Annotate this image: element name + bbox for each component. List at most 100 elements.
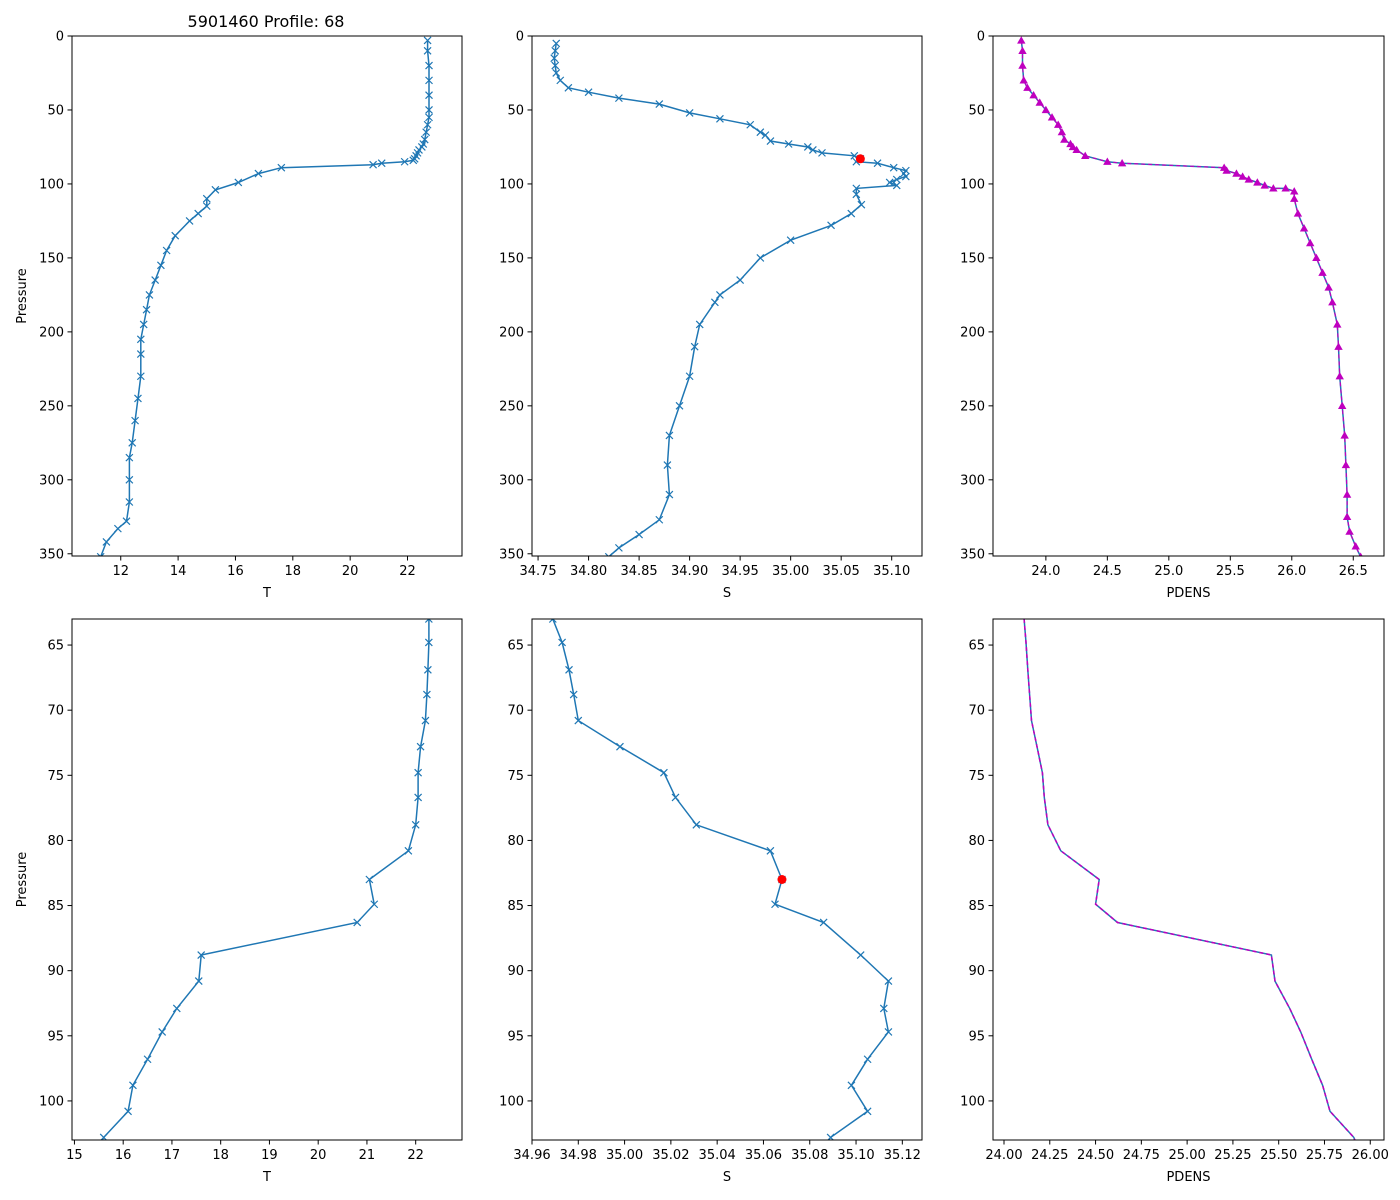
data-point-marker <box>131 416 140 425</box>
data-point-marker <box>671 793 680 802</box>
x-tick-label: 35.04 <box>699 1148 736 1163</box>
data-point-marker <box>422 690 431 699</box>
data-point-marker <box>1312 253 1321 262</box>
data-point-marker <box>892 181 901 190</box>
data-point-marker <box>584 88 593 97</box>
x-axis-label: PDENS <box>1166 586 1210 601</box>
x-tick-label: 25.00 <box>1169 1148 1206 1163</box>
data-point-marker <box>756 128 765 137</box>
data-point-marker <box>414 793 423 802</box>
x-tick-label: 24.25 <box>1031 1148 1068 1163</box>
data-point-marker <box>134 394 142 403</box>
y-axis-label: Pressure <box>15 268 30 324</box>
x-tick-label: 22 <box>399 564 416 579</box>
x-tick-label: 18 <box>212 1148 229 1163</box>
series-group <box>96 36 433 556</box>
y-tick-label: 95 <box>968 1029 985 1044</box>
data-point-marker <box>818 148 826 157</box>
data-point-marker <box>400 157 409 166</box>
data-point-marker <box>819 918 828 927</box>
x-tick-label: 25.50 <box>1260 1148 1297 1163</box>
y-tick-label: 65 <box>968 639 985 654</box>
x-axis-label: S <box>723 586 731 601</box>
x-tick-label: 34.85 <box>620 564 657 579</box>
data-point-marker <box>852 190 861 199</box>
data-point-marker <box>277 163 286 172</box>
data-point-marker <box>660 768 668 777</box>
x-tick-label: 25.0 <box>1154 564 1183 579</box>
x-tick-label: 35.08 <box>791 1148 828 1163</box>
axes-frame <box>71 35 463 557</box>
x-tick-label: 34.75 <box>519 564 556 579</box>
data-point-marker <box>423 665 432 674</box>
series-group <box>1023 619 1356 1140</box>
data-point-marker <box>884 1027 893 1036</box>
data-point-marker <box>695 320 704 329</box>
y-tick-label: 65 <box>47 639 64 654</box>
x-axis-label: T <box>262 1170 271 1185</box>
x-axis-label: S <box>723 1170 731 1185</box>
data-point-marker <box>771 900 779 909</box>
series-line-t <box>100 40 430 556</box>
y-axis-label: Pressure <box>15 852 30 908</box>
data-point-marker <box>1351 542 1360 550</box>
series-group <box>550 39 910 556</box>
y-tick-label: 350 <box>499 547 524 562</box>
data-point-marker <box>552 69 561 77</box>
data-point-marker <box>158 1027 167 1036</box>
y-tick-label: 70 <box>968 704 985 719</box>
data-point-marker <box>425 61 433 70</box>
data-point-marker <box>185 216 194 225</box>
data-point-marker <box>766 846 775 855</box>
data-point-marker <box>122 517 131 526</box>
chart-top-pdens: 24.0 24.5 25.0 25.5 26.0 26.5 0 50 100 150 200 250 3… <box>960 30 1385 601</box>
y-tick-label: 300 <box>960 473 985 488</box>
data-point-marker <box>551 61 560 70</box>
axes-frame <box>992 618 1385 1141</box>
y-tick-label: 250 <box>960 399 985 414</box>
y-tick-label: 80 <box>968 834 985 849</box>
data-point-marker <box>863 1055 872 1064</box>
data-point-marker <box>194 977 203 986</box>
data-point-marker <box>551 46 560 55</box>
data-point-marker <box>1081 151 1090 159</box>
y-tick-label: 300 <box>499 473 524 488</box>
y-tick-label: 90 <box>47 964 64 979</box>
data-point-marker <box>710 298 719 307</box>
y-tick-label: 100 <box>39 1094 64 1109</box>
data-point-marker <box>856 951 865 959</box>
data-point-marker <box>1017 36 1026 44</box>
x-tick-label: 35.12 <box>884 1148 921 1163</box>
y-tick-label: 150 <box>499 251 524 266</box>
y-tick-label: 70 <box>507 704 524 719</box>
data-point-marker <box>879 1004 888 1013</box>
data-point-marker <box>423 36 432 45</box>
data-point-marker <box>655 100 664 108</box>
x-tick-label: 24.5 <box>1093 564 1122 579</box>
y-tick-label: 200 <box>499 325 524 340</box>
data-point-marker <box>685 372 694 381</box>
data-point-marker <box>1333 320 1342 328</box>
data-point-marker <box>716 114 724 123</box>
x-tick-label: 17 <box>164 1148 181 1163</box>
data-point-marker <box>136 350 145 358</box>
x-tick-label: 19 <box>261 1148 278 1163</box>
x-tick-label: 35.06 <box>745 1148 782 1163</box>
data-point-marker <box>377 159 386 168</box>
x-tick-label: 20 <box>342 564 359 579</box>
x-tick-label: 24.50 <box>1077 1148 1114 1163</box>
x-tick-label: 16 <box>115 1148 132 1163</box>
data-point-marker <box>370 900 379 909</box>
x-tick-label: 21 <box>359 1148 376 1163</box>
x-tick-label: 16 <box>227 564 244 579</box>
x-tick-label: 22 <box>407 1148 424 1163</box>
y-tick-label: 65 <box>507 639 524 654</box>
panels: 12 14 16 18 20 22050100150200250300350TPressu… <box>15 30 1389 1186</box>
x-tick-label: 26.0 <box>1277 564 1306 579</box>
x-tick-label: 25.5 <box>1216 564 1245 579</box>
data-point-marker <box>1035 98 1044 106</box>
y-tick-label: 90 <box>968 964 985 979</box>
data-point-marker <box>863 1107 872 1116</box>
series-group <box>99 619 433 1140</box>
